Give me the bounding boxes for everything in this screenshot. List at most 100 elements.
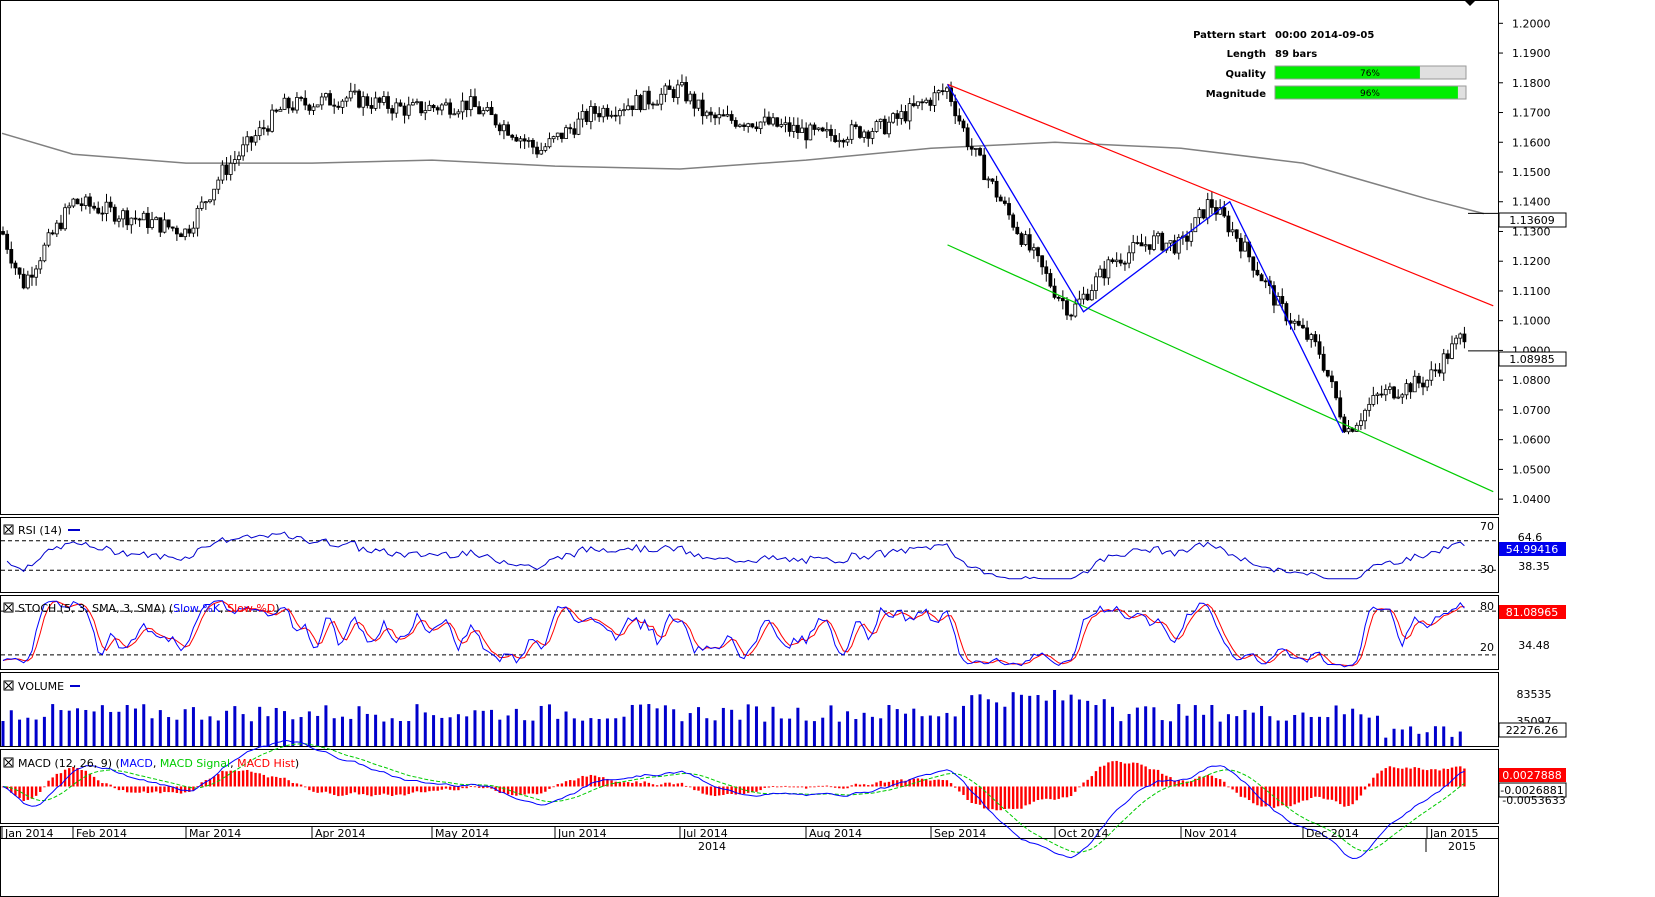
volume-bar xyxy=(291,719,295,746)
y-tick-label: 1.0700 xyxy=(1512,404,1551,417)
candle-body xyxy=(75,198,80,205)
candle-body xyxy=(1251,256,1256,271)
candle-body xyxy=(502,124,506,132)
macd-hist-bar xyxy=(138,786,141,793)
candle-body xyxy=(183,228,188,238)
macd-hist-bar xyxy=(945,780,949,787)
candle-body xyxy=(1135,242,1140,244)
candle-body xyxy=(249,136,254,143)
macd-hist-bar xyxy=(1103,765,1106,787)
pattern-start-label: Pattern start xyxy=(1193,30,1266,41)
macd-hist-bar xyxy=(647,782,651,787)
candle-body xyxy=(464,100,469,111)
macd-close-icon-cross xyxy=(4,758,13,767)
candle-body xyxy=(125,210,130,226)
volume-bar xyxy=(9,710,13,746)
macd-hist-bar xyxy=(763,786,766,788)
volume-bar xyxy=(473,710,477,746)
candle-body xyxy=(998,196,1003,202)
macd-hist-bar xyxy=(734,786,737,795)
volume-bar xyxy=(1069,694,1073,746)
macd-hist-bar xyxy=(825,785,829,787)
macd-hist-bar xyxy=(291,783,294,787)
candle-body xyxy=(874,121,879,132)
macd-hist-bar xyxy=(440,786,444,790)
macd-hist-bar xyxy=(465,786,468,789)
volume-bar xyxy=(1102,699,1106,746)
macd-hist-bar xyxy=(1438,770,1441,787)
volume-bar xyxy=(1392,728,1396,746)
macd-hist-bar xyxy=(361,786,365,795)
candle-body xyxy=(299,97,303,99)
candle-body xyxy=(1023,234,1028,245)
candle-body xyxy=(957,115,962,122)
candle-body xyxy=(121,210,125,220)
volume-bar xyxy=(672,709,676,746)
macd-hist-bar xyxy=(1003,786,1007,810)
y-tick-label: 1.1300 xyxy=(1512,225,1551,238)
macd-hist-bar xyxy=(237,771,241,787)
volume-bar xyxy=(1011,692,1015,746)
volume-bar xyxy=(970,695,974,746)
volume-bar xyxy=(1,721,5,746)
candle-body xyxy=(381,96,386,103)
candle-body xyxy=(278,109,283,112)
macd-hist-bar xyxy=(1206,774,1209,787)
macd-hist-bar xyxy=(548,786,551,789)
candle-body xyxy=(497,124,502,132)
macd-hist-bar xyxy=(875,782,878,787)
candle-body xyxy=(117,218,121,222)
macd-hist-bar xyxy=(1425,770,1429,787)
stoch-slow-k-line xyxy=(2,600,1465,668)
macd-hist-bar xyxy=(1405,767,1408,787)
macd-hist-bar xyxy=(1396,768,1400,787)
macd-hist-bar xyxy=(328,786,332,794)
candle-body xyxy=(88,196,92,207)
macd-hist-bar xyxy=(1214,778,1218,787)
volume-bar xyxy=(746,704,750,746)
candle-body xyxy=(1346,428,1351,433)
candle-body xyxy=(862,131,867,138)
macd-hist-bar xyxy=(759,786,762,791)
macd-hist-bar xyxy=(883,782,887,787)
volume-bar xyxy=(1185,715,1189,746)
candle-body xyxy=(713,114,717,119)
candle-body xyxy=(1201,209,1206,219)
candle-body xyxy=(1317,341,1322,355)
candle-body xyxy=(771,117,775,125)
candle-body xyxy=(1139,242,1144,247)
candle-body xyxy=(531,139,535,148)
candle-body xyxy=(651,103,655,106)
candle-body xyxy=(1143,244,1148,247)
macd-hist-bar xyxy=(134,786,137,793)
macd-hist-bar xyxy=(1293,786,1296,805)
macd-hist-bar xyxy=(320,786,323,793)
macd-hist-bar xyxy=(1227,786,1230,788)
volume-bar xyxy=(283,711,287,746)
macd-hist-bar xyxy=(22,786,25,801)
macd-hist-bar xyxy=(589,774,593,787)
candle-body xyxy=(390,108,395,114)
macd-hist-bar xyxy=(1123,763,1127,787)
candle-body xyxy=(808,124,813,141)
candle-body xyxy=(1081,293,1086,300)
x-month-label: Jan 2014 xyxy=(4,827,53,840)
macd-hist-bar xyxy=(854,783,858,787)
candle-body xyxy=(878,118,883,123)
candle-body xyxy=(448,102,453,115)
macd-hist-bar xyxy=(1074,786,1077,792)
candle-body xyxy=(1152,235,1156,250)
volume-bar xyxy=(1086,700,1090,746)
macd-hist-bar xyxy=(1189,781,1193,787)
candle-body xyxy=(191,227,196,234)
macd-hist-bar xyxy=(684,785,688,787)
volume-bar xyxy=(1351,708,1355,746)
candle-body xyxy=(1060,297,1065,302)
volume-bar xyxy=(26,717,30,746)
candle-body xyxy=(1433,369,1438,372)
candle-body xyxy=(1185,235,1189,242)
collapse-arrow-icon[interactable] xyxy=(1464,0,1476,6)
macd-tick-1: -0.0053633 xyxy=(1502,794,1565,807)
macd-hist-bar xyxy=(366,786,369,796)
macd-hist-bar xyxy=(150,786,154,793)
